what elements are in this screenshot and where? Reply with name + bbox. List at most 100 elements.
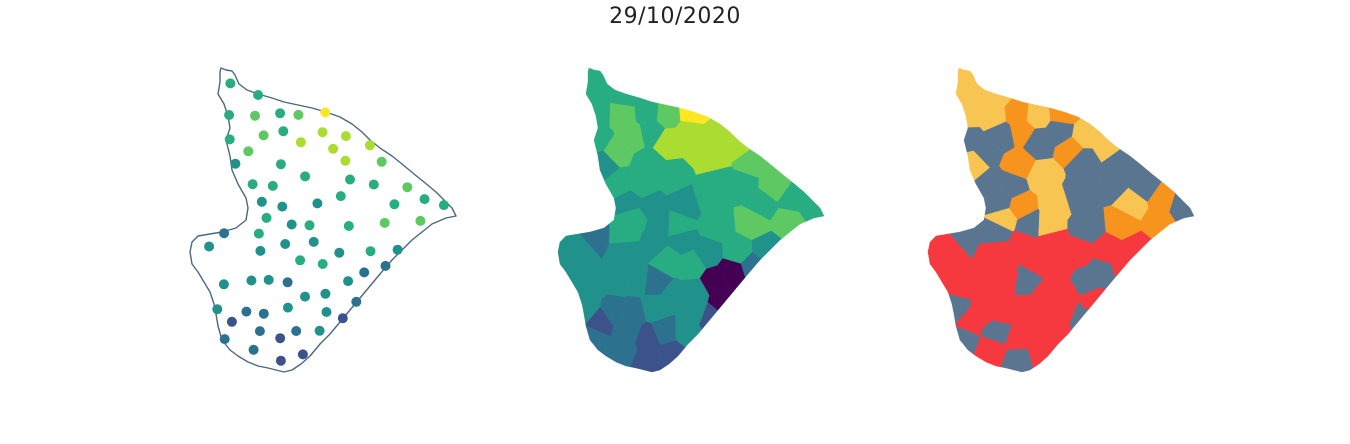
choropleth-map — [557, 67, 825, 373]
municipality-point — [278, 126, 289, 137]
municipality-point — [275, 333, 286, 344]
municipality-area — [955, 325, 981, 355]
municipality-point — [282, 277, 293, 288]
municipality-point — [380, 260, 391, 271]
municipality-point — [212, 304, 223, 315]
municipality-area — [722, 131, 751, 163]
state-outline — [189, 67, 457, 373]
municipality-point — [320, 107, 331, 118]
municipality-area — [630, 348, 664, 373]
municipality-area — [997, 261, 1019, 298]
municipality-point — [291, 326, 302, 336]
municipality-point — [219, 228, 230, 239]
municipality-area — [777, 181, 806, 212]
municipality-point — [343, 221, 354, 231]
municipality-area — [927, 233, 972, 273]
municipality-point — [379, 217, 390, 228]
municipality-point — [335, 191, 346, 202]
municipality-point — [275, 355, 286, 366]
municipality-point — [219, 334, 230, 345]
municipality-point — [340, 155, 351, 166]
municipality-area — [585, 67, 613, 100]
municipality-point — [314, 325, 325, 336]
municipality-area — [740, 252, 762, 278]
municipality-point — [308, 236, 319, 247]
municipality-area — [588, 98, 611, 128]
municipality-point — [263, 274, 274, 285]
municipality-area — [652, 127, 685, 161]
municipality-point — [293, 109, 304, 120]
municipality-point — [282, 302, 293, 313]
municipality-point — [253, 90, 264, 100]
municipality-point — [334, 247, 345, 258]
municipality-area — [1018, 245, 1051, 279]
municipality-area — [1077, 287, 1106, 311]
municipality-point — [224, 110, 235, 120]
point-map-panel — [180, 60, 480, 390]
municipality-area — [1049, 107, 1081, 125]
municipality-area — [675, 301, 708, 325]
municipality-point — [277, 201, 288, 212]
municipality-point — [255, 245, 266, 256]
municipality-point — [230, 158, 241, 169]
municipality-point — [267, 180, 278, 191]
municipality-point — [261, 212, 272, 223]
municipality-area — [958, 98, 981, 128]
municipality-point — [275, 108, 286, 119]
municipality-point — [250, 110, 260, 121]
municipality-point — [328, 143, 339, 154]
municipality-point — [340, 131, 351, 142]
municipality-point — [376, 156, 387, 167]
municipality-area — [1110, 252, 1132, 278]
municipality-point — [345, 174, 355, 185]
municipality-area — [640, 294, 673, 323]
municipality-point — [218, 279, 229, 290]
municipality-area — [707, 287, 736, 311]
municipality-point — [258, 308, 269, 319]
municipality-area — [627, 261, 649, 298]
municipality-point — [254, 326, 265, 337]
municipality-point — [392, 244, 403, 255]
municipality-point — [343, 276, 354, 287]
municipality-point — [253, 228, 264, 239]
municipality-point — [317, 259, 328, 269]
municipality-point — [204, 241, 215, 252]
categorical-map — [927, 67, 1195, 373]
municipality-area — [966, 150, 990, 181]
municipality-point — [368, 179, 379, 190]
municipality-area — [691, 177, 732, 215]
municipality-point — [225, 78, 236, 89]
choropleth-map-panel — [548, 60, 848, 390]
municipality-point — [295, 255, 306, 266]
page-title: 29/10/2020 — [609, 4, 741, 29]
municipality-point — [300, 171, 311, 182]
municipality-point — [258, 130, 269, 141]
municipality-area — [610, 320, 642, 345]
municipality-area — [1147, 181, 1176, 212]
municipality-area — [1061, 177, 1102, 215]
municipality-area — [955, 67, 983, 100]
municipality-area — [634, 98, 659, 125]
municipality-area — [1022, 127, 1055, 161]
municipality-point — [247, 179, 258, 190]
municipality-area — [948, 293, 971, 325]
municipality-area — [679, 107, 711, 125]
point-map — [189, 67, 457, 373]
municipality-point — [312, 198, 323, 209]
municipality-point — [351, 296, 362, 307]
municipality-point — [321, 307, 332, 317]
municipality-area — [585, 325, 611, 355]
municipality-point — [275, 159, 286, 170]
municipality-area — [980, 320, 1012, 345]
municipality-area — [1010, 294, 1043, 323]
municipality-area — [1045, 301, 1078, 325]
municipality-point — [248, 344, 259, 355]
municipality-point — [286, 219, 297, 230]
municipality-point — [402, 182, 413, 193]
municipality-point — [224, 134, 235, 145]
categorical-map-panel — [918, 60, 1218, 390]
municipality-point — [337, 313, 348, 324]
municipality-point — [365, 246, 376, 257]
municipality-point — [359, 267, 370, 278]
municipality-point — [317, 127, 328, 138]
